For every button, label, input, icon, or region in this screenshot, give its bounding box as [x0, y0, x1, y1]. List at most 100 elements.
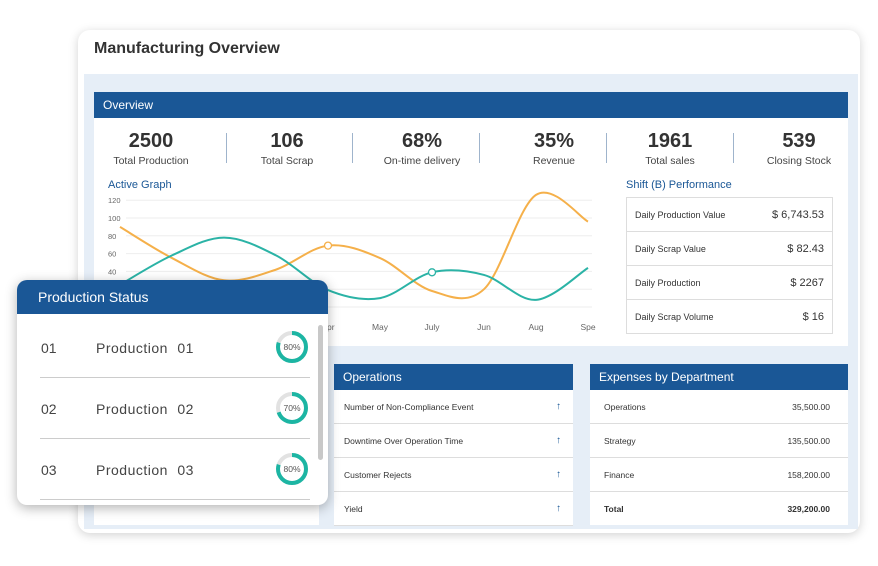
kpi: 35% Revenue	[494, 130, 614, 167]
operations-list: Number of Non-Compliance Event ↑ Downtime …	[334, 390, 573, 526]
kpi-divider	[733, 133, 734, 163]
operation-row: Number of Non-Compliance Event ↑	[334, 390, 573, 424]
production-status-popup: Production Status 01 Production 01 80% 02 Pr…	[17, 280, 328, 505]
kpi-divider	[352, 133, 353, 163]
shift-value: $ 6,743.53	[772, 208, 824, 221]
shift-row: Daily Production $ 2267	[627, 266, 832, 300]
kpi-value: 2500	[128, 130, 174, 152]
kpi-label: On-time delivery	[383, 155, 461, 167]
x-tick-label: Apr	[321, 322, 334, 332]
series-line	[119, 191, 589, 300]
trend-arrow: ↑	[556, 401, 561, 412]
x-tick-label: Spe	[580, 322, 595, 332]
ring-arc	[276, 392, 308, 424]
series-line	[119, 236, 589, 301]
shift-row: Daily Production Value $ 6,743.53	[627, 198, 832, 232]
kpi: 1961 Total sales	[610, 130, 730, 167]
expense-value: 329,200.00	[787, 503, 830, 514]
popup-header: Production Status	[17, 280, 328, 314]
expense-row: Finance 158,200.00	[590, 458, 848, 492]
kpi: 68% On-time delivery	[362, 130, 482, 167]
kpi-divider	[226, 133, 227, 163]
operation-label: Number of Non-Compliance Event	[344, 401, 474, 412]
x-tick-label: May	[372, 322, 389, 332]
operation-row: Downtime Over Operation Time ↑	[334, 424, 573, 458]
status-name: Production 01	[96, 340, 194, 356]
y-tick-label: 40	[108, 267, 116, 276]
kpi-label: Total Production	[113, 155, 189, 167]
shift-label: Daily Production	[635, 277, 701, 288]
kpi-divider	[479, 133, 480, 163]
expenses-list: Operations 35,500.00 Strategy 135,500.00 Fin…	[590, 390, 848, 525]
kpi-divider	[606, 133, 607, 163]
status-id: 02	[41, 401, 57, 417]
shift-value: $ 2267	[790, 276, 824, 289]
kpi-value: 539	[782, 130, 816, 152]
operation-row: Yield ↑	[334, 492, 573, 526]
status-id: 03	[41, 462, 57, 478]
shift-label: Daily Production Value	[635, 209, 726, 220]
status-row: 02 Production 02 70%	[40, 377, 310, 439]
kpi-value: 106	[270, 130, 304, 152]
progress-ring: 70%	[276, 392, 308, 424]
expense-label: Operations	[604, 401, 646, 412]
status-id: 01	[41, 340, 57, 356]
y-tick-label: 120	[108, 196, 121, 205]
operation-row: Customer Rejects ↑	[334, 458, 573, 492]
kpi-label: Total sales	[645, 155, 695, 167]
expense-label: Total	[604, 503, 624, 514]
ring-label: 80%	[283, 342, 300, 352]
shift-table: Daily Production Value $ 6,743.53 Daily Sc…	[626, 197, 833, 334]
kpi: 539 Closing Stock	[739, 130, 859, 167]
scrollbar[interactable]	[318, 325, 323, 460]
highlight-point	[323, 241, 333, 250]
expense-value: 135,500.00	[787, 435, 830, 446]
status-name: Production 02	[96, 401, 194, 417]
ring-arc	[276, 453, 308, 485]
expense-value: 35,500.00	[792, 401, 830, 412]
trend-arrow: ↑	[556, 503, 561, 514]
expenses-panel: Expenses by Department Operations 35,500.…	[590, 364, 848, 525]
operations-header: Operations	[334, 364, 573, 390]
kpi-label: Total Scrap	[260, 155, 314, 167]
y-tick-label: 100	[108, 214, 121, 223]
expenses-header: Expenses by Department	[590, 364, 848, 390]
ring-label: 80%	[283, 464, 300, 474]
shift-title: Shift (B) Performance	[626, 179, 732, 191]
expense-row: Total 329,200.00	[590, 492, 848, 525]
page-title: Manufacturing Overview	[94, 40, 280, 57]
trend-arrow: ↑	[556, 469, 561, 480]
operation-label: Customer Rejects	[344, 469, 412, 480]
shift-row: Daily Scrap Volume $ 16	[627, 300, 832, 334]
y-tick-label: 60	[108, 250, 116, 259]
status-row: 03 Production 03 80%	[40, 438, 310, 500]
kpi-label: Revenue	[532, 155, 576, 167]
shift-row: Daily Scrap Value $ 82.43	[627, 232, 832, 266]
ring-label: 70%	[283, 403, 300, 413]
kpi-value: 35%	[533, 130, 575, 152]
operation-label: Downtime Over Operation Time	[344, 435, 464, 446]
expense-row: Operations 35,500.00	[590, 390, 848, 424]
kpi-label: Closing Stock	[766, 155, 832, 167]
kpi-value: 1961	[647, 130, 693, 152]
progress-ring: 80%	[276, 453, 308, 485]
highlight-point	[427, 268, 437, 277]
y-tick-label: 80	[108, 232, 116, 241]
x-tick-label: Aug	[528, 322, 543, 332]
graph-title: Active Graph	[108, 179, 172, 191]
x-tick-label: July	[424, 322, 440, 332]
kpi: 106 Total Scrap	[227, 130, 347, 167]
shift-label: Daily Scrap Volume	[635, 311, 714, 322]
ring-arc	[276, 331, 308, 363]
expense-value: 158,200.00	[787, 469, 830, 480]
shift-label: Daily Scrap Value	[635, 243, 706, 254]
kpi-value: 68%	[401, 130, 443, 152]
expense-label: Finance	[604, 469, 635, 480]
shift-value: $ 16	[802, 310, 824, 323]
trend-arrow: ↑	[556, 435, 561, 446]
overview-header: Overview	[94, 92, 848, 118]
shift-value: $ 82.43	[787, 242, 824, 255]
expense-row: Strategy 135,500.00	[590, 424, 848, 458]
status-row: 01 Production 01 80%	[40, 316, 310, 378]
